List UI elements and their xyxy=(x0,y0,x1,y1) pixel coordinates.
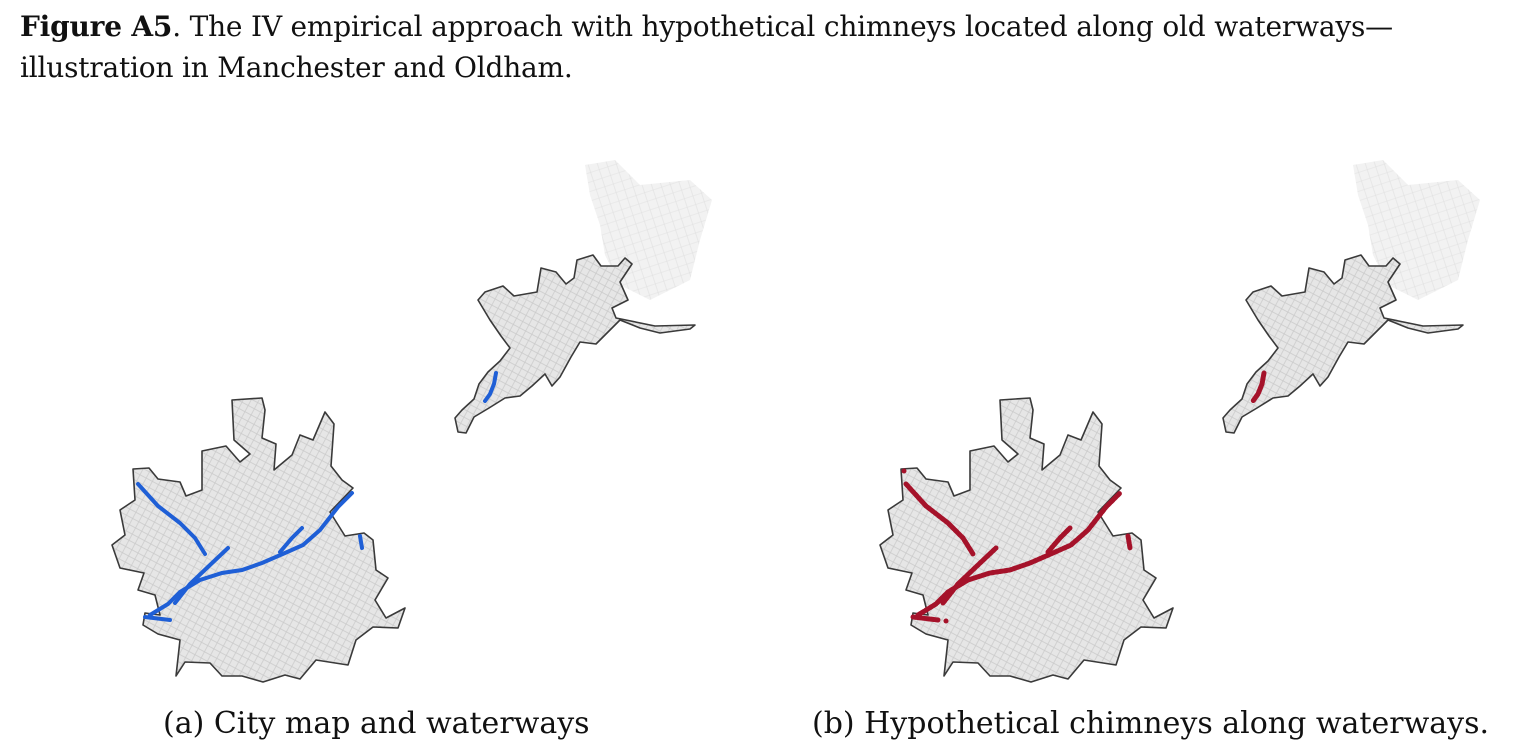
manchester-boundary xyxy=(879,397,1174,683)
chimneys-manchester-3 xyxy=(940,545,999,606)
chimneys-manchester-4 xyxy=(1045,525,1073,555)
chimney-marker xyxy=(943,618,949,624)
chimneys-manchester-1 xyxy=(903,481,976,557)
oldham-boundary xyxy=(454,254,696,434)
oldham-north-extension xyxy=(1353,160,1480,300)
chimneys-manchester-6 xyxy=(910,614,941,623)
figure-caption: Figure A5. The IV empirical approach wit… xyxy=(20,6,1525,88)
oldham-boundary xyxy=(1222,254,1464,434)
figure-caption-text: The IV empirical approach with hypotheti… xyxy=(20,10,1393,84)
waterway-manchester-4 xyxy=(278,526,304,554)
manchester-map xyxy=(111,397,406,683)
chimney-marker xyxy=(901,468,907,474)
chimneys-manchester-5 xyxy=(1125,533,1133,551)
figure-label: Figure A5 xyxy=(20,10,173,43)
oldham-map xyxy=(454,160,712,434)
panel-a-map xyxy=(111,160,712,683)
figure-label-suffix: . xyxy=(172,10,181,43)
oldham-north-extension xyxy=(585,160,712,300)
panel-a-caption: (a) City map and waterways xyxy=(163,706,590,741)
oldham-map xyxy=(1222,160,1480,434)
chimneys-manchester-2 xyxy=(915,490,1123,618)
panel-b-caption: (b) Hypothetical chimneys along waterway… xyxy=(812,706,1490,741)
manchester-map xyxy=(879,397,1174,683)
chimneys-oldham-a xyxy=(1250,370,1267,404)
waterway-manchester-2 xyxy=(148,491,354,617)
waterway-manchester-5 xyxy=(358,534,364,550)
manchester-boundary xyxy=(111,397,406,683)
waterway-manchester-1 xyxy=(136,482,207,556)
panel-b-map xyxy=(879,160,1480,683)
waterway-manchester-3 xyxy=(173,546,230,605)
waterway-oldham-a xyxy=(483,371,498,403)
waterway-manchester-6 xyxy=(143,615,172,622)
